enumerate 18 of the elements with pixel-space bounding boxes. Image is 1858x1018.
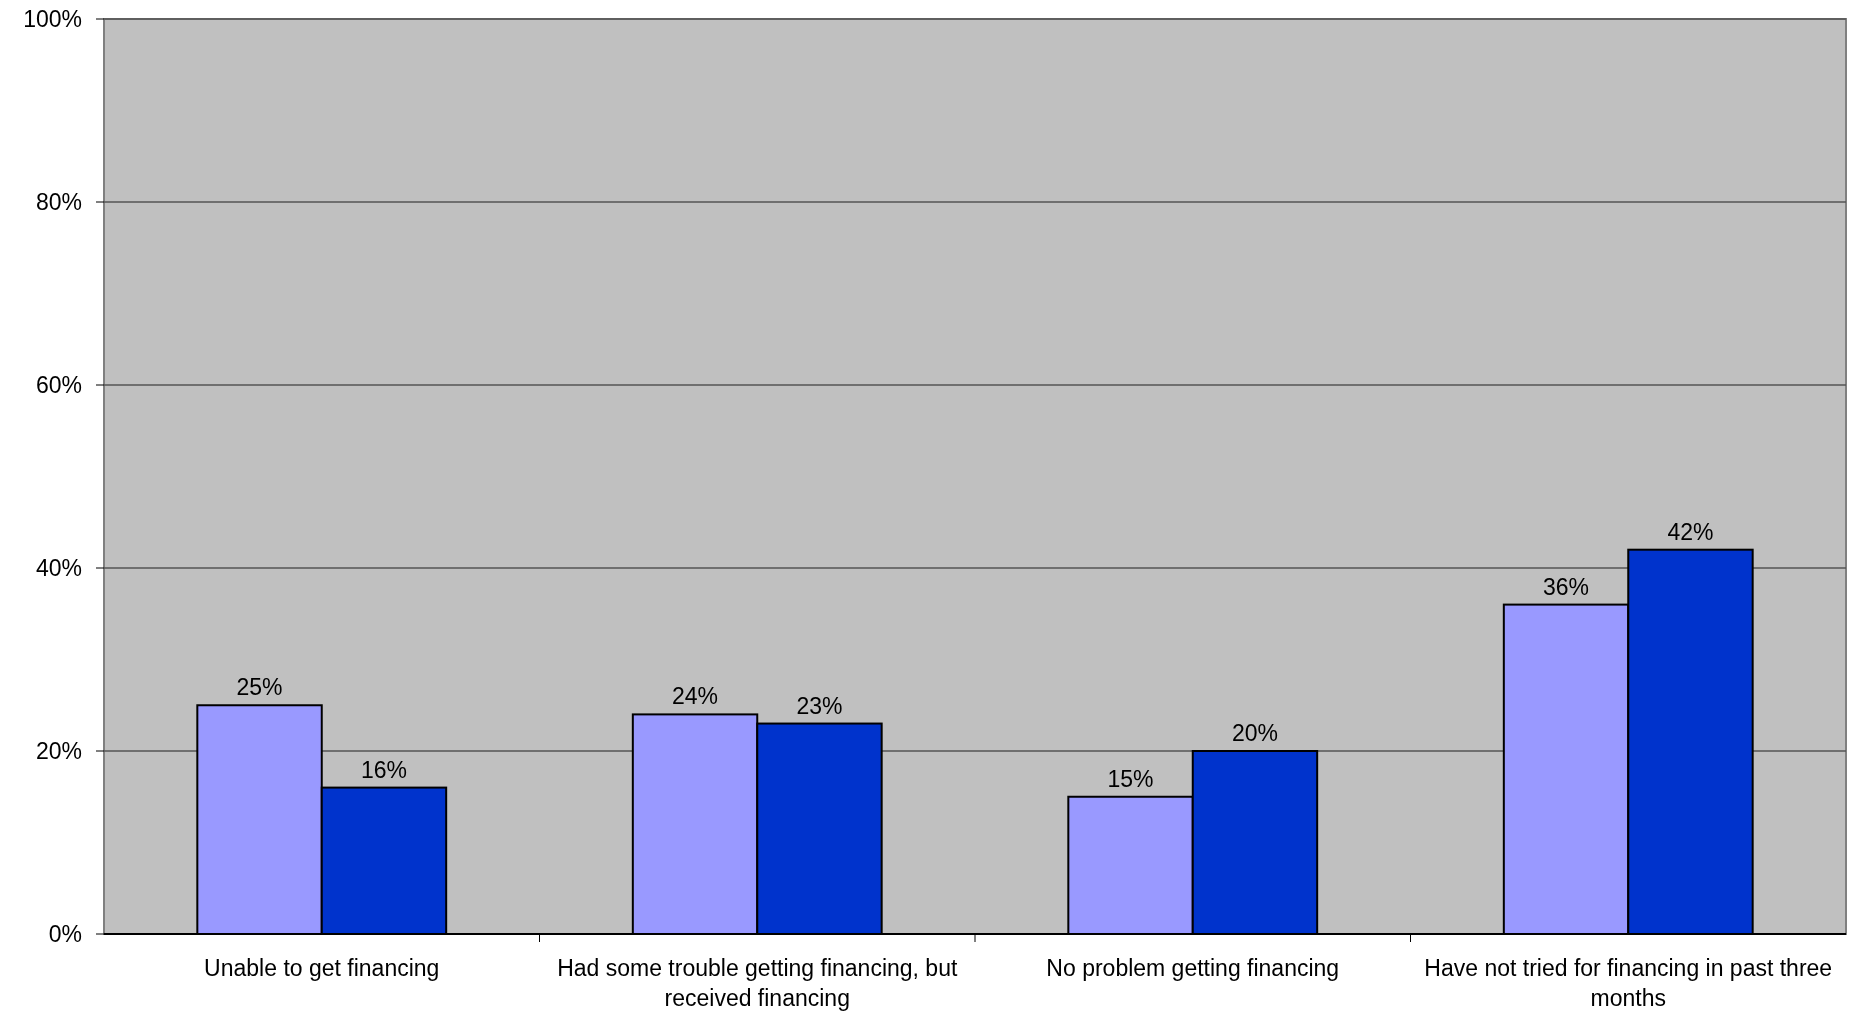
x-tick-label: Unable to get financing (204, 955, 440, 981)
x-tick-label: Have not tried for financing in past three months (1424, 955, 1833, 1011)
data-label: 16% (360, 756, 407, 783)
data-label: 23% (796, 692, 843, 719)
y-tick-label: 60% (35, 372, 82, 399)
y-tick-label: 20% (35, 738, 82, 765)
data-label: 24% (672, 683, 719, 710)
data-label: 20% (1231, 720, 1278, 746)
data-label: 25% (236, 674, 283, 701)
y-tick-label: 40% (35, 555, 82, 582)
x-tick-label: No problem getting financing (1046, 955, 1340, 981)
data-label: 36% (1543, 573, 1590, 600)
y-tick-label: 80% (35, 189, 82, 216)
y-tick-label: 100% (23, 6, 82, 33)
data-label: 15% (1107, 765, 1154, 792)
x-tick-label: Had some trouble getting financing, but received financing (557, 955, 958, 1011)
data-label: 42% (1667, 518, 1714, 545)
y-tick-label: 0% (48, 921, 82, 948)
